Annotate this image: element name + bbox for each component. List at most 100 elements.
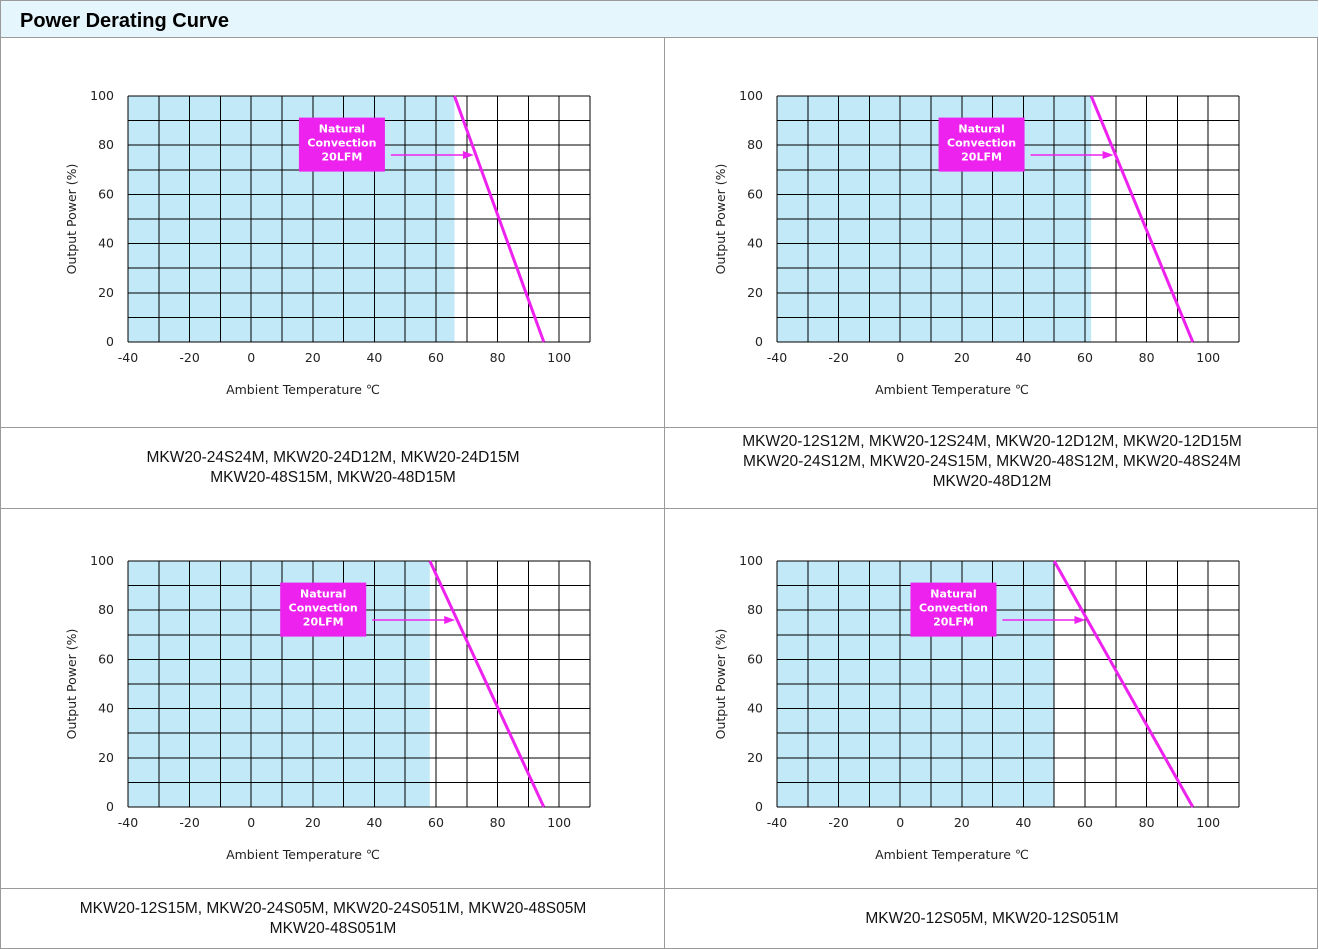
model-line: MKW20-12S05M, MKW20-12S051M	[865, 910, 1119, 927]
annotation-text: 20LFM	[303, 616, 344, 629]
annotation-arrow-head	[1102, 151, 1114, 160]
annotation-arrow-head	[462, 151, 474, 160]
plot-grid	[776, 95, 1240, 343]
x-tick-label: 0	[247, 350, 255, 365]
x-axis-label: Ambient Temperature ℃	[226, 382, 380, 397]
x-axis-label: Ambient Temperature ℃	[875, 847, 1029, 862]
annotation-box	[280, 582, 367, 637]
annotation-text: 20LFM	[933, 616, 974, 629]
y-tick-label: 20	[98, 750, 114, 765]
annotation-box	[910, 582, 997, 637]
x-tick-label: 60	[1077, 815, 1093, 830]
x-tick-label: -20	[179, 815, 199, 830]
y-axis-label: Output Power (%)	[64, 164, 79, 275]
x-tick-label: 0	[896, 815, 904, 830]
y-tick-label: 40	[98, 701, 114, 716]
y-tick-label: 100	[90, 88, 114, 103]
x-tick-label: 100	[1196, 350, 1220, 365]
row-divider	[1, 888, 1318, 889]
annotation-text: Natural	[930, 588, 976, 601]
annotation-box	[298, 117, 385, 172]
row-divider	[1, 508, 1318, 509]
derating-curve	[453, 95, 546, 343]
model-line: MKW20-12S12M, MKW20-12S24M, MKW20-12D12M…	[742, 433, 1242, 450]
x-tick-label: 60	[428, 815, 444, 830]
page-title: Power Derating Curve	[20, 10, 229, 32]
y-tick-label: 60	[98, 186, 114, 201]
x-tick-label: 80	[490, 815, 506, 830]
x-axis-label: Ambient Temperature ℃	[875, 382, 1029, 397]
y-tick-label: 100	[739, 88, 763, 103]
x-tick-label: 40	[366, 815, 382, 830]
derating-chart-2: 0 20 40 60 80 100 -40 -20 0 20 40 60 80 100 Ambient Te…	[713, 88, 1240, 397]
y-tick-label: 0	[106, 799, 114, 814]
x-tick-label: 0	[896, 350, 904, 365]
x-tick-label: -40	[118, 815, 138, 830]
plot-grid	[776, 560, 1240, 808]
y-tick-label: 60	[747, 186, 763, 201]
y-tick-label: 0	[106, 334, 114, 349]
annotation-text: Natural	[958, 123, 1004, 136]
x-tick-label: 40	[366, 350, 382, 365]
y-tick-label: 80	[747, 137, 763, 152]
x-tick-label: 60	[1077, 350, 1093, 365]
y-axis-label: Output Power (%)	[64, 629, 79, 740]
model-line: MKW20-12S15M, MKW20-24S05M, MKW20-24S051…	[79, 900, 587, 917]
models-caption-3: MKW20-12S15M, MKW20-24S05M, MKW20-24S051…	[3, 899, 663, 939]
x-tick-label: -40	[767, 350, 787, 365]
models-caption-4: MKW20-12S05M, MKW20-12S051M	[662, 909, 1319, 929]
annotation-text: Convection	[947, 137, 1016, 150]
y-tick-label: 0	[755, 334, 763, 349]
x-tick-label: 0	[247, 815, 255, 830]
x-tick-label: 80	[1139, 815, 1155, 830]
annotation-text: Convection	[919, 602, 988, 615]
y-tick-label: 60	[747, 651, 763, 666]
derating-chart-3: 0 20 40 60 80 100 -40 -20 0 20 40 60 80 100 Ambient Te…	[64, 553, 591, 862]
y-tick-label: 0	[755, 799, 763, 814]
derating-chart-4: 0 20 40 60 80 100 -40 -20 0 20 40 60 80 100 Ambient Te…	[713, 553, 1240, 862]
model-line: MKW20-48S15M, MKW20-48D15M	[210, 469, 456, 486]
annotation-box	[938, 117, 1025, 172]
y-tick-label: 100	[739, 553, 763, 568]
y-tick-label: 20	[98, 285, 114, 300]
model-line: MKW20-24S12M, MKW20-24S15M, MKW20-48S12M…	[743, 453, 1241, 470]
y-axis-label: Output Power (%)	[713, 164, 728, 275]
y-tick-label: 20	[747, 750, 763, 765]
x-tick-label: 20	[305, 350, 321, 365]
annotation-text: Natural	[300, 588, 346, 601]
model-line: MKW20-24S24M, MKW20-24D12M, MKW20-24D15M	[146, 449, 520, 466]
annotation-text: Convection	[289, 602, 358, 615]
title-bar: Power Derating Curve	[1, 0, 1318, 38]
models-caption-1: MKW20-24S24M, MKW20-24D12M, MKW20-24D15M…	[3, 448, 663, 488]
x-tick-label: -20	[828, 350, 848, 365]
plot-grid	[127, 560, 591, 808]
x-tick-label: 20	[954, 815, 970, 830]
y-tick-label: 40	[98, 236, 114, 251]
y-axis-label: Output Power (%)	[713, 629, 728, 740]
x-tick-label: 100	[547, 815, 571, 830]
model-line: MKW20-48S051M	[269, 920, 397, 937]
x-tick-label: 20	[954, 350, 970, 365]
models-caption-2: MKW20-12S12M, MKW20-12S24M, MKW20-12D12M…	[662, 432, 1319, 492]
x-tick-label: -40	[118, 350, 138, 365]
y-tick-label: 40	[747, 701, 763, 716]
column-divider	[664, 38, 665, 949]
y-tick-label: 100	[90, 553, 114, 568]
y-tick-label: 20	[747, 285, 763, 300]
x-tick-label: 40	[1015, 815, 1031, 830]
x-tick-label: -20	[828, 815, 848, 830]
x-tick-label: 80	[1139, 350, 1155, 365]
annotation-text: 20LFM	[322, 151, 363, 164]
x-tick-label: 80	[490, 350, 506, 365]
y-tick-label: 80	[98, 137, 114, 152]
x-tick-label: -20	[179, 350, 199, 365]
y-tick-label: 60	[98, 651, 114, 666]
derating-curve	[1052, 560, 1195, 808]
derating-curve	[1089, 95, 1195, 343]
y-tick-label: 80	[98, 602, 114, 617]
y-tick-label: 40	[747, 236, 763, 251]
x-tick-label: 100	[547, 350, 571, 365]
y-tick-label: 80	[747, 602, 763, 617]
row-divider	[1, 427, 1318, 428]
